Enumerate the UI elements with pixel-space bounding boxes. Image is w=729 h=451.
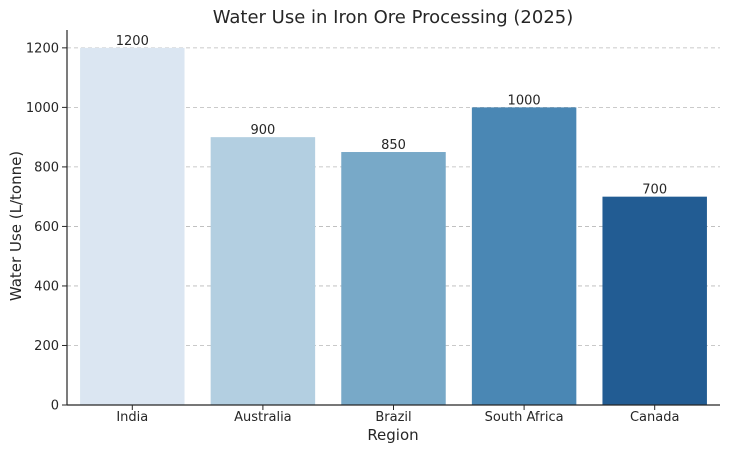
y-tick-label: 1200 bbox=[26, 41, 59, 56]
data-label: 700 bbox=[642, 183, 667, 198]
x-axis-label: Region bbox=[367, 426, 418, 444]
y-tick-label: 200 bbox=[34, 339, 59, 354]
x-tick-label: Brazil bbox=[375, 410, 411, 425]
axes: 0 200 400 600 800 1000 1200 India Australia Brazi… bbox=[26, 30, 720, 425]
data-label: 850 bbox=[381, 138, 406, 153]
bar-australia bbox=[210, 137, 316, 405]
y-tick-label: 400 bbox=[34, 279, 59, 294]
x-tick-label: India bbox=[116, 410, 148, 425]
data-labels: 1200 900 850 1000 700 bbox=[116, 34, 667, 198]
chart-title: Water Use in Iron Ore Processing (2025) bbox=[213, 7, 574, 28]
x-tick-label: Canada bbox=[630, 410, 679, 425]
y-axis-label: Water Use (L/tonne) bbox=[7, 151, 25, 301]
bar-south-africa bbox=[471, 107, 577, 405]
data-label: 1200 bbox=[116, 34, 149, 49]
data-label: 900 bbox=[250, 123, 275, 138]
y-tick-label: 0 bbox=[51, 399, 59, 414]
y-tick-label: 1000 bbox=[26, 101, 59, 116]
y-tick-label: 800 bbox=[34, 160, 59, 175]
y-tick-label: 600 bbox=[34, 220, 59, 235]
bar-brazil bbox=[341, 152, 446, 405]
bar-canada bbox=[602, 196, 707, 405]
data-label: 1000 bbox=[508, 93, 541, 108]
bar-india bbox=[80, 47, 185, 405]
bars bbox=[80, 47, 707, 405]
x-tick-label: Australia bbox=[234, 410, 292, 425]
x-tick-label: South Africa bbox=[485, 410, 564, 425]
